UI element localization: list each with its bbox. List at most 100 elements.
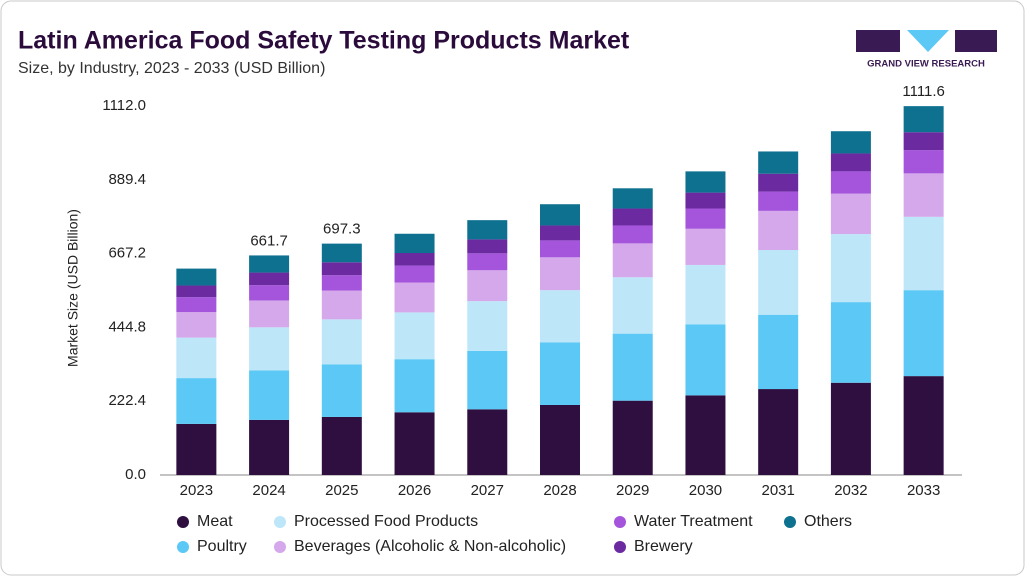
logo-shape [856, 30, 900, 52]
bar-segment [321, 319, 362, 365]
bar-segment [685, 208, 726, 229]
bar-segment [612, 243, 653, 278]
legend-marker [784, 516, 796, 528]
bar-segment [321, 290, 362, 320]
x-tick-label: 2023 [180, 482, 213, 499]
bar-segment [685, 171, 726, 193]
bar-segment [176, 285, 217, 298]
bar-segment [830, 193, 871, 235]
bar-segment [249, 255, 290, 273]
bar-segment [467, 409, 508, 475]
bar-segment [394, 359, 435, 413]
bar-segment [903, 106, 944, 133]
chart-subtitle: Size, by Industry, 2023 - 2033 (USD Bill… [18, 60, 325, 77]
legend-label: Meat [197, 513, 233, 530]
bar-segment [830, 234, 871, 303]
bar-segment [394, 282, 435, 313]
x-tick-label: 2026 [398, 482, 431, 499]
total-label: 697.3 [323, 221, 361, 238]
y-tick-label: 667.2 [108, 245, 146, 262]
legend-label: Water Treatment [634, 513, 753, 530]
legend-marker [274, 516, 286, 528]
bar-segment [830, 153, 871, 172]
bar-segment [540, 290, 580, 343]
logo-shape [907, 30, 949, 52]
bar-segment [540, 404, 580, 475]
bar-segment [249, 419, 290, 475]
bar-segment [467, 220, 508, 240]
x-tick-label: 2030 [689, 482, 722, 499]
y-tick-label: 889.4 [108, 171, 146, 188]
bar-segment [540, 204, 580, 226]
bar-segment [540, 257, 580, 291]
bar-segment [540, 342, 580, 405]
bar-segment [903, 376, 944, 475]
legend-label: Poultry [197, 538, 247, 555]
bar-segment [394, 265, 435, 283]
x-tick-label: 2027 [471, 482, 504, 499]
bar-segment [903, 173, 944, 217]
bar-segment [903, 290, 944, 377]
chart-title: Latin America Food Safety Testing Produc… [18, 27, 630, 55]
bar-segment [612, 400, 653, 475]
bar-segment [321, 262, 362, 276]
legend-marker [614, 516, 626, 528]
bar-segment [249, 327, 290, 371]
bar-segment [176, 268, 217, 286]
bar-segment [758, 173, 799, 192]
bar-segment [612, 333, 653, 401]
y-tick-label: 1112.0 [102, 97, 146, 114]
legend-marker [177, 541, 189, 553]
bar-segment [321, 275, 362, 291]
y-tick-label: 222.4 [108, 392, 146, 409]
legend-marker [614, 541, 626, 553]
bar-segment [249, 370, 290, 420]
bar-segment [685, 192, 726, 209]
bar-segment [249, 285, 290, 301]
logo-shape [955, 30, 997, 52]
x-tick-label: 2031 [761, 482, 794, 499]
bar-segment [176, 297, 217, 313]
bar-segment [176, 423, 217, 475]
bar-segment [394, 312, 435, 360]
bar-segment [685, 228, 726, 265]
total-label: 1111.6 [902, 83, 945, 100]
x-tick-label: 2032 [834, 482, 867, 499]
bar-segment [540, 225, 580, 241]
legend-label: Brewery [634, 538, 693, 555]
bar-segment [758, 210, 799, 251]
x-tick-label: 2029 [616, 482, 649, 499]
logo: GRAND VIEW RESEARCH [856, 30, 997, 70]
bar-segment [249, 300, 290, 328]
bar-segment [612, 188, 653, 209]
bar-segment [540, 240, 580, 258]
bar-segment [467, 239, 508, 254]
bar-segment [467, 253, 508, 271]
bar-segment [903, 216, 944, 291]
bar-segment [758, 151, 799, 174]
x-tick-label: 2024 [252, 482, 285, 499]
bar-segment [830, 171, 871, 194]
legend-marker [177, 516, 189, 528]
legend-label: Processed Food Products [294, 513, 478, 530]
y-axis-title: Market Size (USD Billion) [65, 209, 81, 367]
total-label: 661.7 [250, 232, 288, 249]
bar-segment [758, 191, 799, 211]
x-tick-label: 2033 [907, 482, 940, 499]
bar-segment [830, 131, 871, 154]
bar-segment [685, 395, 726, 475]
y-tick-label: 0.0 [125, 466, 146, 483]
bar-segment [758, 314, 799, 390]
bar-segment [903, 132, 944, 151]
legend-marker [274, 541, 286, 553]
bar-segment [249, 272, 290, 286]
y-tick-label: 444.8 [108, 318, 146, 335]
bar-segment [685, 324, 726, 396]
legend-label: Others [804, 513, 852, 530]
bar-segment [467, 270, 508, 302]
bar-segment [176, 378, 217, 424]
bar-segment [321, 364, 362, 417]
bar-segment [758, 250, 799, 315]
